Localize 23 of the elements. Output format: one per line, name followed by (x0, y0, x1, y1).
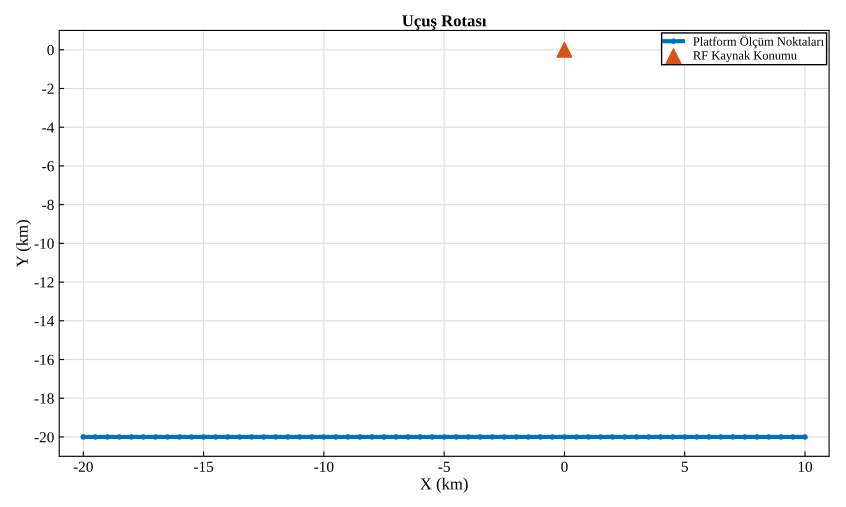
y-tick-label: -14 (34, 316, 54, 326)
x-tick-label: -5 (438, 462, 450, 472)
x-tick-label: 0 (561, 462, 568, 472)
y-tick-label: 0 (47, 44, 54, 56)
y-tick-label: -20 (34, 432, 54, 442)
y-tick-label: -16 (34, 354, 54, 365)
y-tick-label: -4 (42, 122, 54, 133)
x-tick-label: -20 (74, 462, 93, 472)
y-tick-label: -12 (34, 277, 54, 288)
legend-label: Platform Ölçüm Noktaları (693, 35, 824, 48)
y-tick-label: -18 (34, 393, 54, 404)
y-axis-title: Y (km) (16, 220, 32, 268)
y-tick-label: -8 (42, 200, 54, 210)
x-tick-label: 5 (682, 462, 688, 472)
legend-label: RF Kaynak Konumu (693, 50, 797, 62)
x-axis-title: X (km) (420, 478, 468, 493)
y-tick-label: -2 (42, 84, 54, 94)
y-tick-label: -6 (42, 161, 54, 172)
x-tick-label: -15 (194, 462, 214, 472)
x-tick-label: 10 (798, 462, 812, 472)
y-tick-label: -10 (34, 238, 54, 249)
x-tick-label: -10 (314, 462, 334, 472)
chart-title: Uçuş Rotası (402, 15, 486, 30)
